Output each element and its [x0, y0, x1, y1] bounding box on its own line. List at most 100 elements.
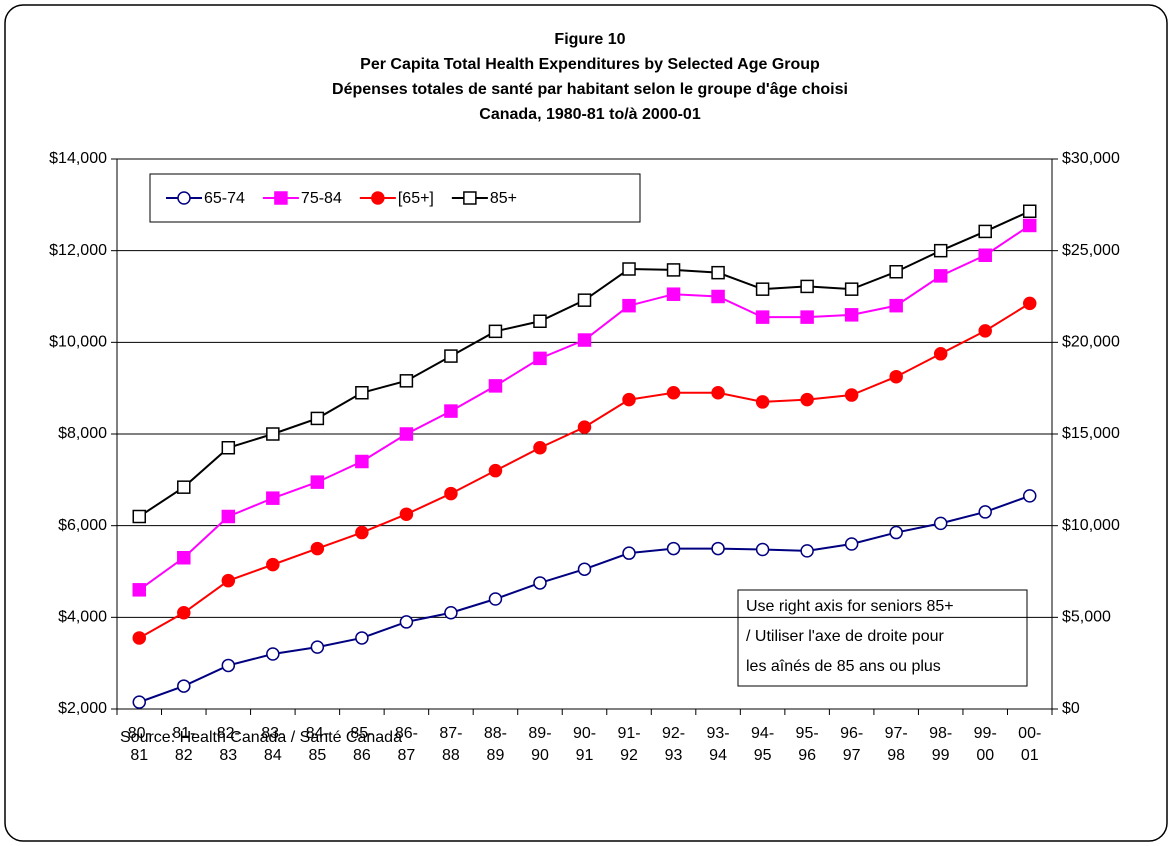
legend-label: 75-84	[301, 190, 342, 207]
annotation: / Utiliser l'axe de droite pour	[746, 628, 944, 645]
x-tick-label: 00-01	[1018, 725, 1041, 764]
marker	[444, 606, 458, 620]
x-tick-label: 83-84	[261, 725, 284, 764]
marker	[755, 542, 770, 557]
marker	[889, 265, 903, 279]
marker	[310, 541, 325, 556]
legend-marker	[371, 191, 385, 205]
y2-tick-label: $0	[1062, 700, 1080, 717]
marker	[755, 282, 770, 296]
marker	[221, 658, 236, 673]
marker	[177, 480, 191, 494]
legend-marker	[274, 191, 288, 205]
marker	[666, 287, 681, 301]
marker	[978, 505, 992, 519]
x-tick-label: 91-92	[617, 725, 640, 764]
chart-title: Per Capita Total Health Expenditures by …	[360, 56, 820, 73]
y-tick-label: $8,000	[58, 425, 107, 442]
marker	[844, 282, 859, 296]
marker	[577, 562, 592, 576]
marker	[711, 265, 725, 280]
marker	[1022, 489, 1037, 503]
marker	[488, 324, 503, 339]
marker	[310, 475, 325, 489]
marker	[844, 537, 859, 551]
x-tick-label: 98-99	[929, 725, 952, 764]
marker	[800, 544, 814, 558]
marker	[132, 583, 147, 597]
marker	[800, 279, 814, 294]
legend-marker	[177, 191, 191, 205]
marker	[889, 369, 903, 384]
marker	[844, 308, 859, 322]
marker	[488, 592, 503, 606]
marker	[444, 404, 458, 418]
marker	[399, 374, 414, 388]
marker	[889, 525, 903, 540]
x-tick-label: 90-91	[573, 725, 596, 764]
marker	[355, 386, 369, 400]
x-tick-label: 94-95	[751, 725, 774, 764]
marker	[266, 557, 280, 572]
marker	[177, 606, 191, 620]
legend-marker	[463, 191, 477, 205]
y-tick-label: $12,000	[49, 242, 107, 259]
marker	[1022, 204, 1037, 218]
y2-tick-label: $25,000	[1062, 242, 1120, 259]
y2-tick-label: $10,000	[1062, 517, 1120, 534]
marker	[978, 324, 992, 338]
marker	[1022, 218, 1037, 233]
marker	[355, 631, 369, 645]
chart-title: Dépenses totales de santé par habitant s…	[332, 81, 848, 98]
marker	[978, 224, 992, 239]
x-tick-label: 86-87	[395, 725, 418, 764]
x-tick-label: 85-86	[350, 725, 373, 764]
y-tick-label: $2,000	[58, 700, 107, 717]
x-tick-label: 92-93	[662, 725, 685, 764]
marker	[800, 310, 814, 324]
x-tick-label: 99-00	[974, 725, 997, 764]
source: Source: Health Canada / Santé Canada	[120, 729, 402, 746]
marker	[132, 695, 147, 709]
marker	[266, 491, 280, 505]
marker	[444, 486, 458, 501]
x-tick-label: 84-85	[306, 725, 329, 764]
marker	[221, 441, 236, 455]
marker	[978, 248, 992, 262]
marker	[577, 333, 592, 347]
legend-label: 65-74	[204, 190, 245, 207]
annotation: Use right axis for seniors 85+	[746, 598, 954, 615]
annotation-box	[737, 589, 1028, 687]
marker	[355, 525, 369, 540]
x-tick-label: 89-90	[528, 725, 551, 764]
y2-tick-label: $20,000	[1062, 334, 1120, 351]
marker	[399, 615, 414, 629]
marker	[177, 551, 191, 565]
y-tick-label: $6,000	[58, 517, 107, 534]
marker	[1022, 296, 1037, 311]
marker	[622, 546, 636, 560]
marker	[666, 263, 681, 277]
marker	[221, 573, 236, 588]
chart-title: Figure 10	[554, 31, 625, 48]
y-tick-label: $10,000	[49, 334, 107, 351]
legend-label: 85+	[490, 190, 517, 207]
x-tick-label: 81-82	[172, 725, 195, 764]
marker	[177, 679, 191, 693]
y2-tick-label: $30,000	[1062, 150, 1120, 167]
y2-tick-label: $5,000	[1062, 609, 1111, 626]
marker	[488, 463, 503, 478]
marker	[221, 509, 236, 524]
marker	[444, 349, 458, 363]
marker	[622, 392, 636, 407]
x-tick-label: 96-97	[840, 725, 863, 764]
x-tick-label: 93-94	[707, 725, 730, 764]
x-tick-label: 82-83	[217, 725, 240, 764]
marker	[933, 269, 948, 283]
marker	[622, 262, 636, 276]
x-tick-label: 95-96	[796, 725, 819, 764]
marker	[933, 516, 948, 531]
marker	[310, 411, 325, 426]
marker	[399, 427, 414, 441]
